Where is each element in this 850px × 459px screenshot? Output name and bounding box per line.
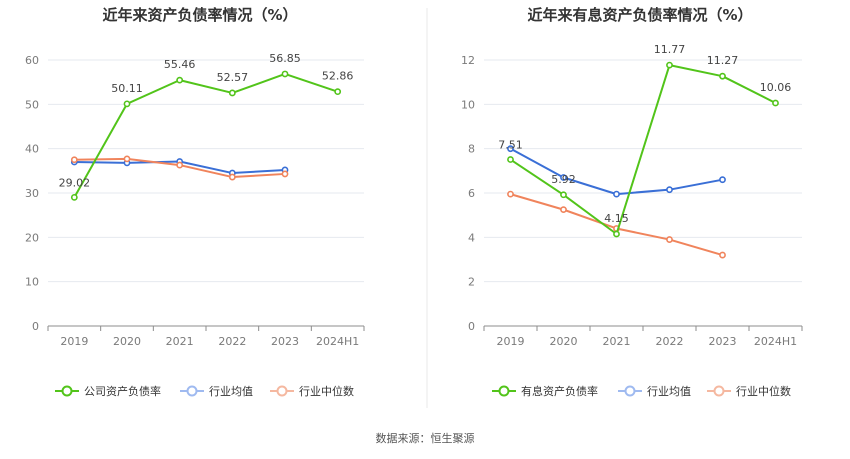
legend-item-1[interactable]: 公司资产负债率 — [55, 384, 161, 398]
y-tick-label: 60 — [25, 54, 39, 67]
data-point — [281, 70, 289, 78]
data-point — [228, 173, 236, 181]
data-point — [123, 155, 131, 163]
legend-item-3[interactable]: 行业中位数 — [707, 384, 791, 398]
legend-item-2[interactable]: 行业均值 — [180, 385, 253, 398]
data-point — [666, 236, 673, 243]
chart-title: 近年来资产负债率情况（%） — [102, 6, 297, 24]
chart-panel-1: 近年来资产负债率情况（%） 0 10 20 30 40 50 60 2019 2020 2021 20… — [25, 6, 365, 398]
x-tick-label: 2020 — [550, 335, 578, 348]
series-line-1 — [509, 64, 776, 236]
y-tick-label: 2 — [468, 276, 475, 289]
legend-swatch-marker — [61, 385, 73, 397]
y-tick-label: 10 — [461, 98, 475, 111]
y-tick-label: 30 — [25, 187, 39, 200]
x-tick-label: 2024H1 — [316, 335, 359, 348]
data-label: 5.92 — [551, 173, 576, 186]
data-point — [719, 176, 726, 184]
y-tick-label: 20 — [25, 231, 39, 244]
x-tick-label: 2019 — [497, 335, 525, 348]
data-point — [70, 156, 78, 164]
data-label: 29.02 — [59, 176, 91, 189]
y-tick-label: 8 — [468, 143, 475, 156]
x-tick-label: 2019 — [60, 335, 88, 348]
data-point — [666, 186, 673, 194]
data-point — [719, 251, 726, 259]
data-label: 11.77 — [654, 43, 686, 56]
data-label: 52.57 — [217, 71, 249, 84]
data-label: 11.27 — [707, 54, 739, 67]
data-point — [176, 76, 184, 84]
legend-swatch-marker — [186, 385, 198, 397]
data-label: 56.85 — [269, 52, 301, 65]
data-point — [560, 191, 567, 199]
data-point — [613, 190, 620, 198]
data-point — [560, 174, 567, 181]
x-tick-label: 2022 — [656, 335, 684, 348]
legend-label: 行业均值 — [209, 385, 253, 398]
data-label: 7.51 — [498, 139, 523, 152]
y-tick-label: 0 — [32, 320, 39, 333]
chart-panel-2: 近年来有息资产负债率情况（%） 0 2 4 6 8 10 12 2019 2020 2021 2022… — [461, 6, 803, 398]
legend-label: 行业中位数 — [299, 384, 354, 398]
data-label: 4.15 — [604, 212, 629, 225]
legend-swatch-marker — [713, 385, 725, 397]
data-point — [123, 100, 131, 108]
y-tick-label: 6 — [468, 187, 475, 200]
data-point — [507, 190, 514, 198]
series-line-1 — [73, 72, 338, 198]
data-point — [334, 88, 342, 96]
legend-swatch-marker — [624, 385, 636, 397]
data-point — [176, 161, 184, 169]
y-tick-label: 50 — [25, 98, 39, 111]
data-point — [281, 170, 289, 178]
data-point — [666, 61, 673, 69]
y-tick-label: 40 — [25, 143, 39, 156]
data-label: 10.06 — [760, 81, 792, 94]
series-line-2 — [510, 147, 723, 196]
y-tick-label: 4 — [468, 231, 475, 244]
data-point — [228, 89, 236, 97]
legend-item-1[interactable]: 有息资产负债率 — [492, 384, 598, 398]
x-tick-label: 2023 — [271, 335, 299, 348]
y-tick-label: 10 — [25, 276, 39, 289]
x-tick-label: 2024H1 — [754, 335, 797, 348]
data-point — [719, 72, 726, 80]
data-label: 50.11 — [111, 82, 143, 95]
y-tick-label: 0 — [468, 320, 475, 333]
x-tick-label: 2021 — [166, 335, 194, 348]
legend-swatch-marker — [498, 385, 510, 397]
data-point — [613, 230, 620, 238]
legend-label: 有息资产负债率 — [521, 384, 598, 398]
data-point — [507, 145, 514, 153]
data-point — [507, 156, 514, 163]
x-tick-label: 2020 — [113, 335, 141, 348]
data-point — [70, 193, 78, 201]
data-point — [772, 99, 779, 107]
legend-label: 公司资产负债率 — [84, 384, 161, 398]
x-tick-label: 2021 — [603, 335, 631, 348]
data-point — [560, 206, 567, 214]
x-tick-label: 2023 — [709, 335, 737, 348]
data-source-note: 数据来源：恒生聚源 — [376, 431, 475, 445]
legend-item-3[interactable]: 行业中位数 — [270, 384, 354, 398]
legend-swatch-marker — [276, 385, 288, 397]
legend-item-2[interactable]: 行业均值 — [618, 385, 691, 398]
chart-title: 近年来有息资产负债率情况（%） — [527, 6, 752, 24]
x-tick-label: 2022 — [218, 335, 246, 348]
data-label: 52.86 — [322, 70, 354, 83]
y-tick-label: 12 — [461, 54, 475, 67]
legend-label: 行业均值 — [647, 385, 691, 398]
legend-label: 行业中位数 — [736, 384, 791, 398]
data-label: 55.46 — [164, 58, 196, 71]
